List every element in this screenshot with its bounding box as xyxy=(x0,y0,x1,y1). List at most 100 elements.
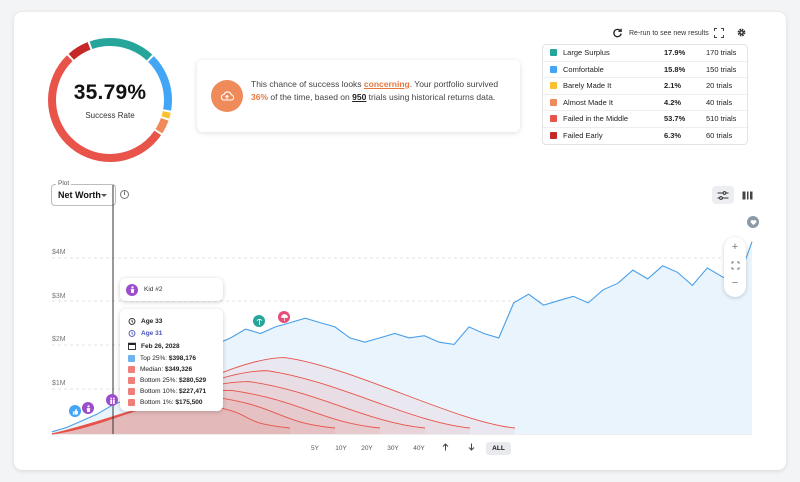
gear-icon[interactable] xyxy=(735,26,747,38)
percentile-swatch xyxy=(128,377,135,384)
age-secondary: Age 31 xyxy=(141,329,163,337)
legend-row[interactable]: Failed Early 6.3% 60 trials xyxy=(543,128,749,145)
range-all-button[interactable]: ALL xyxy=(486,441,511,455)
legend-trials: 60 trials xyxy=(706,131,733,141)
age-icon xyxy=(128,317,136,325)
percentile-label: Bottom 10% xyxy=(140,388,176,395)
percentile-label: Bottom 1% xyxy=(140,399,172,406)
legend-name: Almost Made It xyxy=(563,97,614,107)
tooltip-age-primary: Age 33 xyxy=(128,317,162,325)
filter-settings-button[interactable] xyxy=(712,186,734,204)
legend-row[interactable]: Comfortable 15.8% 150 trials xyxy=(543,62,749,78)
percentile-swatch xyxy=(128,355,135,362)
calendar-icon xyxy=(128,342,136,350)
success-rate-label: Success Rate xyxy=(85,110,135,120)
range-10y-button[interactable]: 10Y xyxy=(335,444,347,452)
info-icon[interactable]: i xyxy=(120,190,129,199)
success-message-text: This chance of success looks concerning.… xyxy=(251,78,509,104)
legend-trials: 40 trials xyxy=(706,97,733,107)
rerun-label: Re-run to see new results xyxy=(629,29,709,37)
tooltip-percentile: Top 25%: $398,176 xyxy=(128,355,196,362)
legend-row[interactable]: Failed in the Middle 53.7% 510 trials xyxy=(543,111,749,128)
data-tooltip: Age 33 Age 31 Feb 26, 2028 Top 25%: $398… xyxy=(120,309,223,411)
age-primary: Age 33 xyxy=(141,317,163,325)
message-part: trials using historical returns data. xyxy=(366,92,496,102)
legend-pct: 6.3% xyxy=(664,131,682,141)
survival-pct: 36% xyxy=(251,92,269,102)
status-word[interactable]: concerning xyxy=(363,79,410,89)
success-message-card: This chance of success looks concerning.… xyxy=(197,60,520,132)
failure-path-area xyxy=(52,403,290,434)
milestone-tooltip: Kid #2 xyxy=(120,278,223,301)
plot-select[interactable]: Net Worth xyxy=(51,184,116,206)
tooltip-percentile: Bottom 25%: $280,529 xyxy=(128,377,206,384)
failure-path-area xyxy=(52,381,425,434)
legend-trials: 170 trials xyxy=(706,48,737,58)
columns-icon[interactable] xyxy=(742,188,754,200)
range-40y-button[interactable]: 40Y xyxy=(413,444,425,452)
percentile-value: $349,326 xyxy=(164,366,193,373)
donut-segment[interactable] xyxy=(48,38,172,162)
percentile-value: $280,529 xyxy=(179,377,207,384)
legend-row[interactable]: Almost Made It 4.2% 40 trials xyxy=(543,95,749,111)
chevron-down-icon xyxy=(101,194,107,197)
y-tick-label: $1M xyxy=(52,380,66,387)
donut-segment[interactable] xyxy=(48,38,172,162)
refresh-icon xyxy=(613,28,622,37)
donut-segment[interactable] xyxy=(48,38,172,162)
failure-path-area xyxy=(52,357,515,434)
failure-path-area xyxy=(52,370,470,434)
percentile-swatch xyxy=(128,388,135,395)
percentile-label: Top 25% xyxy=(140,355,166,362)
legend-pct: 2.1% xyxy=(664,81,682,91)
zoom-out-button[interactable]: − xyxy=(731,277,739,289)
outcome-legend: Large Surplus 17.9% 170 trials Comfortab… xyxy=(542,44,749,145)
message-part: . Your portfolio survived xyxy=(409,79,499,89)
percentile-swatch xyxy=(128,399,135,406)
failure-path-line xyxy=(51,389,381,435)
fullscreen-icon[interactable] xyxy=(713,27,724,38)
range-20y-button[interactable]: 20Y xyxy=(361,444,373,452)
thumbs-up-icon[interactable] xyxy=(69,405,81,417)
legend-swatch xyxy=(550,82,557,90)
message-part: of the time, based on xyxy=(268,92,353,102)
message-part: This chance of success looks xyxy=(251,79,364,89)
range-30y-button[interactable]: 30Y xyxy=(387,444,399,452)
reset-zoom-icon[interactable] xyxy=(724,261,746,273)
y-tick-label: $4M xyxy=(52,249,66,256)
child-icon xyxy=(126,283,138,296)
legend-swatch xyxy=(550,65,557,73)
percentile-label: Bottom 25% xyxy=(140,377,176,384)
scroll-up-icon[interactable] xyxy=(432,443,458,453)
zoom-in-button[interactable]: + xyxy=(731,241,739,253)
y-tick-label: $3M xyxy=(52,293,66,300)
legend-swatch xyxy=(550,98,557,106)
plot-select-caption: Plot xyxy=(56,180,72,187)
rerun-button[interactable]: Re-run to see new results xyxy=(612,26,709,40)
donut-center: 35.79% Success Rate xyxy=(45,35,175,165)
legend-name: Failed Early xyxy=(563,131,603,141)
legend-swatch xyxy=(550,115,557,123)
range-5y-button[interactable]: 5Y xyxy=(311,444,319,452)
legend-row[interactable]: Large Surplus 17.9% 170 trials xyxy=(543,45,749,62)
legend-swatch xyxy=(550,132,557,140)
legend-row[interactable]: Barely Made It 2.1% 20 trials xyxy=(543,78,749,95)
scroll-down-icon[interactable] xyxy=(458,443,484,453)
percentile-value: $175,500 xyxy=(175,399,203,406)
trial-count[interactable]: 950 xyxy=(352,92,367,102)
success-rate-value: 35.79% xyxy=(73,80,147,104)
heart-icon[interactable] xyxy=(747,216,759,228)
palm-tree-icon[interactable] xyxy=(253,315,265,327)
legend-name: Failed in the Middle xyxy=(563,114,629,124)
percentile-label: Median xyxy=(140,366,162,373)
legend-pct: 15.8% xyxy=(664,64,686,74)
age-icon xyxy=(128,329,136,337)
cloud-upload-icon xyxy=(211,80,243,112)
beach-umbrella-icon[interactable] xyxy=(278,311,290,323)
time-range-selector: 5Y 10Y 20Y 30Y 40Y ALL xyxy=(302,441,511,455)
child-icon[interactable] xyxy=(82,402,94,414)
zoom-control: + − xyxy=(724,237,746,297)
family-icon[interactable] xyxy=(106,394,118,406)
percentile-value: $227,471 xyxy=(179,388,207,395)
